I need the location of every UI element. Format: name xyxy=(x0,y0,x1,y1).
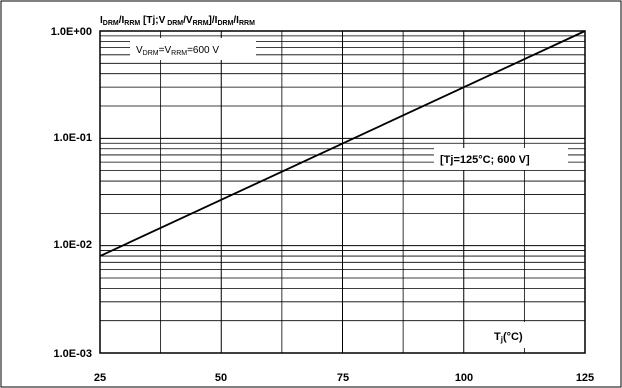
x-tick-labels: 25 50 75 100 125 xyxy=(94,372,594,384)
y-tick-label: 1.0E-01 xyxy=(53,132,92,144)
grid xyxy=(99,30,586,354)
y-tick-label: 1.0E+00 xyxy=(51,26,92,38)
condition-box: VDRM=VRRM=600 V xyxy=(130,38,256,60)
condition-text: VDRM=VRRM=600 V xyxy=(136,45,219,57)
reference-label: [Tj=125°C; 600 V] xyxy=(440,154,530,166)
x-tick-label: 75 xyxy=(337,372,349,384)
x-tick-label: 125 xyxy=(576,372,594,384)
reference-label-box: [Tj=125°C; 600 V] xyxy=(434,148,568,170)
y-tick-labels: 1.0E+00 1.0E-01 1.0E-02 1.0E-03 xyxy=(51,26,92,360)
series-line xyxy=(99,30,586,257)
x-axis-label-box: Tj(°C) xyxy=(474,322,576,348)
x-axis-label-bg xyxy=(474,322,576,348)
x-axis-label: Tj(°C) xyxy=(494,331,523,344)
x-tick-label: 100 xyxy=(455,372,473,384)
x-tick-label: 50 xyxy=(215,372,227,384)
y-tick-label: 1.0E-03 xyxy=(53,348,92,360)
y-tick-label: 1.0E-02 xyxy=(53,239,92,251)
x-tick-label: 25 xyxy=(94,372,106,384)
condition-box-bg xyxy=(130,38,256,60)
reference-label-bg xyxy=(434,148,568,170)
chart-title: IDRM/IRRM [Tj;V DRM/VRRM]/IDRM/IRRM xyxy=(100,15,255,27)
plot-frame xyxy=(99,30,586,354)
